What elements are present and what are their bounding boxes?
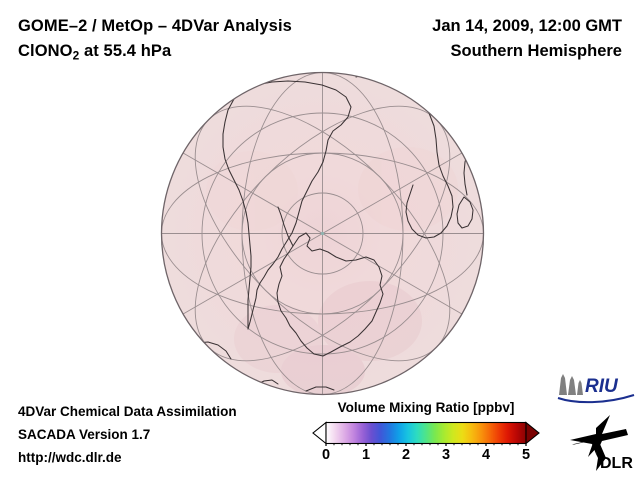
globe-limb (160, 71, 485, 396)
colorbar-tick-2: 2 (401, 447, 411, 463)
pressure-level: at 55.4 hPa (79, 42, 172, 60)
globe-map (160, 71, 485, 396)
colorbar-tick-5: 5 (521, 447, 531, 463)
credit-version: SACADA Version 1.7 (18, 427, 151, 442)
riu-spires-icon (559, 374, 583, 395)
title-block-left: GOME–2 / MetOp – 4DVar Analysis ClONO2 a… (18, 14, 292, 68)
colorbar-tick-3: 3 (441, 447, 451, 463)
coastline-south-america-west (222, 88, 252, 330)
colorbar-title: Volume Mixing Ratio [ppbv] (337, 400, 515, 415)
timestamp-label: Jan 14, 2009, 12:00 GMT (432, 17, 622, 35)
colorbar-ticks (325, 443, 527, 446)
coastline-madagascar (456, 196, 474, 229)
colorbar-tick-0: 0 (321, 447, 331, 463)
coastline-antarctica (276, 232, 384, 357)
coastline-tasmania (305, 386, 335, 392)
colorbar-tick-4: 4 (481, 447, 491, 463)
species-name: ClONO (18, 42, 73, 60)
colorbar (312, 421, 540, 446)
dlr-mark-icon (570, 415, 628, 471)
credit-method: 4DVar Chemical Data Assimilation (18, 404, 237, 419)
riu-logo: RIU (556, 371, 636, 405)
instrument-title: GOME–2 / MetOp – 4DVar Analysis (18, 17, 292, 35)
dlr-logo: DLR (566, 414, 636, 472)
coastline-rim-north-east (442, 97, 472, 108)
credit-url: http://wdc.dlr.de (18, 450, 122, 465)
coastlines (185, 72, 477, 392)
riu-wordmark: RIU (585, 376, 619, 397)
coastline-antarctic-peninsula (277, 206, 294, 247)
south-pole-marker (320, 231, 325, 236)
colorbar-block: Volume Mixing Ratio [ppbv] (312, 400, 540, 467)
coastline-rim-north (355, 72, 388, 78)
species-level-title: ClONO2 at 55.4 hPa (18, 39, 292, 68)
colorbar-over-cap (525, 421, 540, 445)
species-subscript: 2 (72, 48, 80, 63)
colorbar-tick-labels: 0 1 2 3 4 5 (312, 447, 540, 467)
dlr-wordmark: DLR (600, 455, 633, 472)
footer-credits: 4DVar Chemical Data Assimilation SACADA … (18, 400, 237, 469)
title-block-right: Jan 14, 2009, 12:00 GMT Southern Hemisph… (432, 14, 622, 64)
coastline-africa (405, 90, 454, 239)
colorbar-gradient (325, 421, 527, 445)
hemisphere-label: Southern Hemisphere (450, 42, 622, 60)
riu-swoosh-icon (557, 394, 635, 404)
colorbar-under-cap (312, 421, 327, 445)
colorbar-tick-1: 1 (361, 447, 371, 463)
coastline-south-america (241, 80, 352, 330)
